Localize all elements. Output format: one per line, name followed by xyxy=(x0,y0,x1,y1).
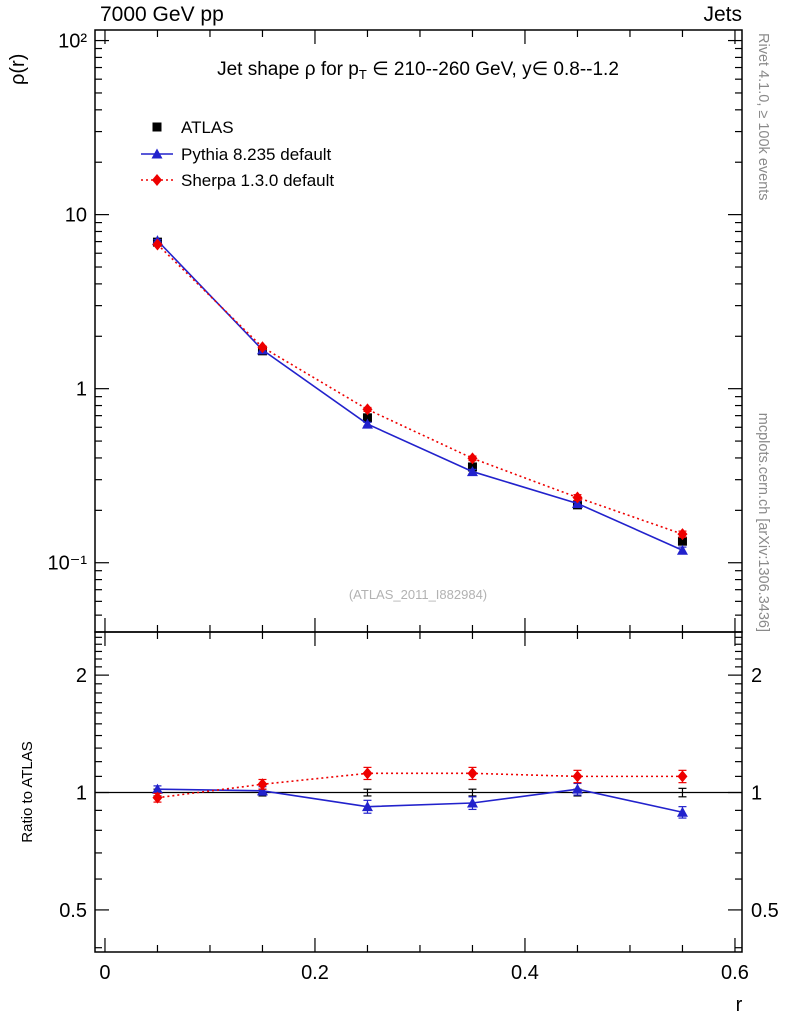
x-tick-label: 0.4 xyxy=(511,962,539,984)
legend-label-sherpa: Sherpa 1.3.0 default xyxy=(181,171,334,190)
legend-label-atlas: ATLAS xyxy=(181,118,234,137)
x-axis-label: r xyxy=(736,994,743,1016)
legend-label-pythia: Pythia 8.235 default xyxy=(181,145,332,164)
header-beam-energy: 7000 GeV pp xyxy=(100,3,224,26)
y-axis-label: ρ(r) xyxy=(7,54,29,85)
ratio-tick-label-left: 1 xyxy=(76,783,87,805)
pythia-series-main xyxy=(151,235,688,555)
sherpa-legend-marker xyxy=(141,174,173,186)
x-tick-label: 0 xyxy=(99,962,110,984)
rivet-version-label: Rivet 4.1.0, ≥ 100k events xyxy=(755,33,771,201)
plot-frames xyxy=(94,29,743,953)
y-tick-label: 1 xyxy=(76,379,87,401)
ratio-tick-label-left: 2 xyxy=(76,665,87,687)
mcplots-reference-label: mcplots.cern.ch [arXiv:1306.3436] xyxy=(755,413,771,632)
chart-generated-content: 0 0.2 0.4 0.6 10² 10 1 10⁻¹ 2 2 1 1 0.5 0.5 xyxy=(48,29,779,984)
ratio-tick-label-left: 0.5 xyxy=(59,900,87,922)
analysis-watermark: (ATLAS_2011_I882984) xyxy=(349,587,487,602)
plot-title: Jet shape ρ for pT ∈ 210--260 GeV, y∈ 0.… xyxy=(217,59,619,82)
ratio-tick-labels: 2 2 1 1 0.5 0.5 xyxy=(59,665,779,922)
y-tick-label: 10² xyxy=(58,31,87,53)
legend: ATLAS Pythia 8.235 default Sherpa 1.3.0 … xyxy=(141,118,334,190)
x-tick-labels: 0 0.2 0.4 0.6 xyxy=(99,962,748,984)
y-tick-label: 10 xyxy=(65,205,87,227)
x-tick-label: 0.2 xyxy=(301,962,329,984)
atlas-series-main xyxy=(152,237,687,546)
plot-title-pre: Jet shape ρ for p xyxy=(217,59,359,80)
ratio-tick-label-right: 0.5 xyxy=(751,900,779,922)
pythia-legend-marker xyxy=(141,148,173,159)
header-process: Jets xyxy=(703,3,742,26)
y-tick-labels: 10² 10 1 10⁻¹ xyxy=(48,31,88,575)
plot-title-post: ∈ 210--260 GeV, y∈ 0.8--1.2 xyxy=(367,59,619,80)
y-tick-label: 10⁻¹ xyxy=(48,553,88,575)
ratio-tick-label-right: 1 xyxy=(751,783,762,805)
sherpa-series-main xyxy=(152,238,688,541)
x-tick-label: 0.6 xyxy=(721,962,749,984)
legend-markers xyxy=(141,122,173,186)
ratio-tick-label-right: 2 xyxy=(751,665,762,687)
ratio-y-axis-label: Ratio to ATLAS xyxy=(19,741,36,842)
axis-ticks xyxy=(95,30,742,952)
sherpa-series-ratio xyxy=(152,766,688,804)
atlas-legend-marker xyxy=(152,122,162,132)
plot-title-subscript: T xyxy=(359,67,367,82)
